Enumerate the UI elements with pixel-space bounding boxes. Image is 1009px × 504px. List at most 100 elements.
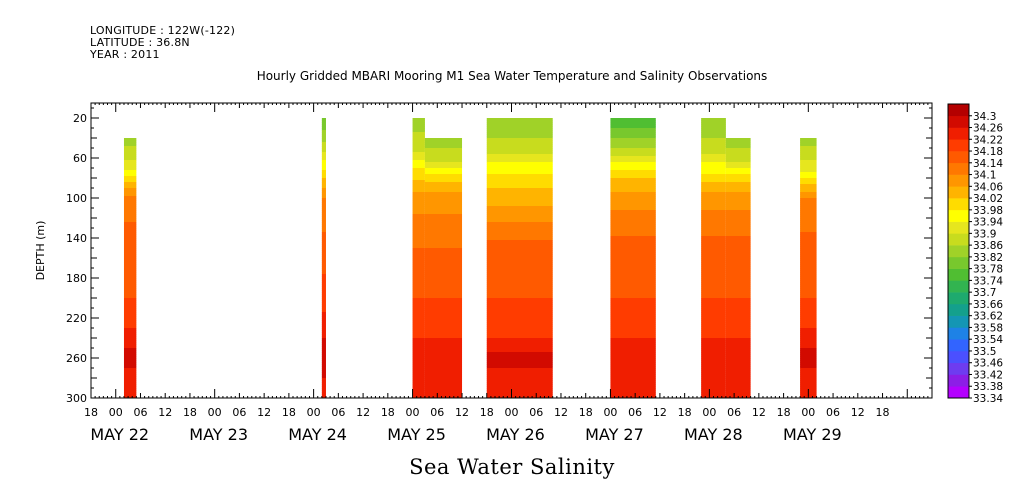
salinity-cell xyxy=(123,178,137,181)
salinity-cell xyxy=(486,300,553,303)
salinity-cell xyxy=(701,172,726,175)
salinity-cell xyxy=(412,372,425,375)
salinity-cell xyxy=(725,292,751,295)
x-hour-label: 18 xyxy=(84,406,98,419)
salinity-cell xyxy=(424,180,463,183)
salinity-cell xyxy=(725,192,751,195)
salinity-cell xyxy=(725,206,751,209)
salinity-cell xyxy=(610,294,656,297)
data-block-8 xyxy=(725,138,751,399)
salinity-cell xyxy=(412,266,425,269)
salinity-cell xyxy=(123,274,137,277)
salinity-cell xyxy=(424,332,463,335)
salinity-cell xyxy=(123,362,137,365)
salinity-cell xyxy=(412,220,425,223)
salinity-cell xyxy=(321,312,326,315)
salinity-cell xyxy=(424,236,463,239)
salinity-cell xyxy=(800,184,817,187)
colorbar-label: 33.66 xyxy=(973,299,1003,311)
salinity-cell xyxy=(701,268,726,271)
salinity-cell xyxy=(412,164,425,167)
salinity-cell xyxy=(321,362,326,365)
salinity-cell xyxy=(412,284,425,287)
salinity-cell xyxy=(486,342,553,345)
salinity-cell xyxy=(701,200,726,203)
salinity-cell xyxy=(412,126,425,129)
salinity-cell xyxy=(800,356,817,359)
salinity-cell xyxy=(321,204,326,207)
salinity-cell xyxy=(321,172,326,175)
salinity-cell xyxy=(800,372,817,375)
salinity-cell xyxy=(610,186,656,189)
salinity-cell xyxy=(412,130,425,133)
salinity-cell xyxy=(486,146,553,149)
salinity-cell xyxy=(701,220,726,223)
salinity-cell xyxy=(123,348,137,351)
salinity-cell xyxy=(424,260,463,263)
axes-layer: 20 60 100 140 180 220 260 300 DEPTH (m) 18 00 06 12 1… xyxy=(34,102,933,444)
salinity-cell xyxy=(610,146,656,149)
salinity-cell xyxy=(800,326,817,329)
salinity-cell xyxy=(610,252,656,255)
salinity-cell xyxy=(610,280,656,283)
salinity-cell xyxy=(123,214,137,217)
salinity-cell xyxy=(486,266,553,269)
salinity-cell xyxy=(412,132,425,135)
salinity-cell xyxy=(800,286,817,289)
salinity-cell xyxy=(610,366,656,369)
salinity-cell xyxy=(123,280,137,283)
salinity-cell xyxy=(725,182,751,185)
salinity-cell xyxy=(123,216,137,219)
x-hour-label: 12 xyxy=(158,406,172,419)
salinity-cell xyxy=(424,272,463,275)
salinity-cell xyxy=(610,226,656,229)
salinity-cell xyxy=(610,304,656,307)
salinity-cell xyxy=(701,272,726,275)
salinity-cell xyxy=(412,146,425,149)
salinity-cell xyxy=(610,200,656,203)
salinity-cell xyxy=(610,384,656,387)
salinity-cell xyxy=(123,188,137,191)
salinity-cell xyxy=(412,248,425,251)
salinity-cell xyxy=(725,344,751,347)
salinity-cell xyxy=(321,216,326,219)
salinity-cell xyxy=(701,222,726,225)
salinity-cell xyxy=(701,308,726,311)
salinity-cell xyxy=(321,352,326,355)
salinity-cell xyxy=(486,388,553,391)
salinity-cell xyxy=(486,318,553,321)
salinity-cell xyxy=(725,156,751,159)
salinity-cell xyxy=(321,156,326,159)
colorbar-swatch xyxy=(948,221,969,234)
salinity-cell xyxy=(321,280,326,283)
colorbar-swatch xyxy=(948,386,969,399)
data-block-1 xyxy=(123,138,137,399)
salinity-cell xyxy=(610,288,656,291)
x-hour-label: 18 xyxy=(480,406,494,419)
salinity-cell xyxy=(424,150,463,153)
salinity-cell xyxy=(424,162,463,165)
salinity-cell xyxy=(424,224,463,227)
salinity-cell xyxy=(123,142,137,145)
salinity-cell xyxy=(701,140,726,143)
salinity-cell xyxy=(610,132,656,135)
salinity-cell xyxy=(321,192,326,195)
salinity-cell xyxy=(123,350,137,353)
salinity-cell xyxy=(610,376,656,379)
salinity-cell xyxy=(610,118,656,121)
salinity-cell xyxy=(701,254,726,257)
data-block-7 xyxy=(701,118,726,399)
salinity-cell xyxy=(725,256,751,259)
salinity-cell xyxy=(486,286,553,289)
salinity-cell xyxy=(123,200,137,203)
salinity-cell xyxy=(123,332,137,335)
salinity-cell xyxy=(725,162,751,165)
salinity-cell xyxy=(701,170,726,173)
salinity-cell xyxy=(321,202,326,205)
salinity-cell xyxy=(321,142,326,145)
salinity-cell xyxy=(424,148,463,151)
salinity-cell xyxy=(610,382,656,385)
salinity-cell xyxy=(412,154,425,157)
salinity-cell xyxy=(321,292,326,295)
salinity-cell xyxy=(412,134,425,137)
